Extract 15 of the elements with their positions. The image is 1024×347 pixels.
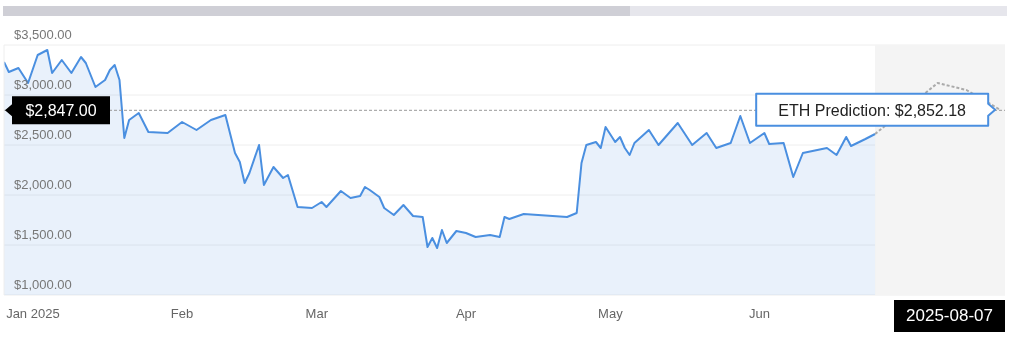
x-tick-label: May <box>598 306 624 322</box>
annotation: ETH Prediction: $2,852.18 <box>778 101 967 119</box>
x-tick-label: Jan 2025 <box>6 306 60 322</box>
y-tick-label: $3,500.00 <box>14 27 72 42</box>
ref-line-label: $2,847.00 <box>25 102 97 120</box>
y-tick-label: $3,000.00 <box>14 77 72 92</box>
x-tick-label: Jun <box>749 306 771 322</box>
y-tick-label: $1,000.00 <box>14 277 72 292</box>
y-tick-label: $2,000.00 <box>14 177 72 192</box>
y-tick-label: $1,500.00 <box>14 227 72 242</box>
text: 2025-08-07 <box>894 300 1005 332</box>
x-tick-label: Feb <box>170 306 194 322</box>
x-tick-label: Mar <box>305 306 329 322</box>
x-tick-label: Apr <box>455 306 477 322</box>
y-tick-label: $2,500.00 <box>14 127 72 142</box>
